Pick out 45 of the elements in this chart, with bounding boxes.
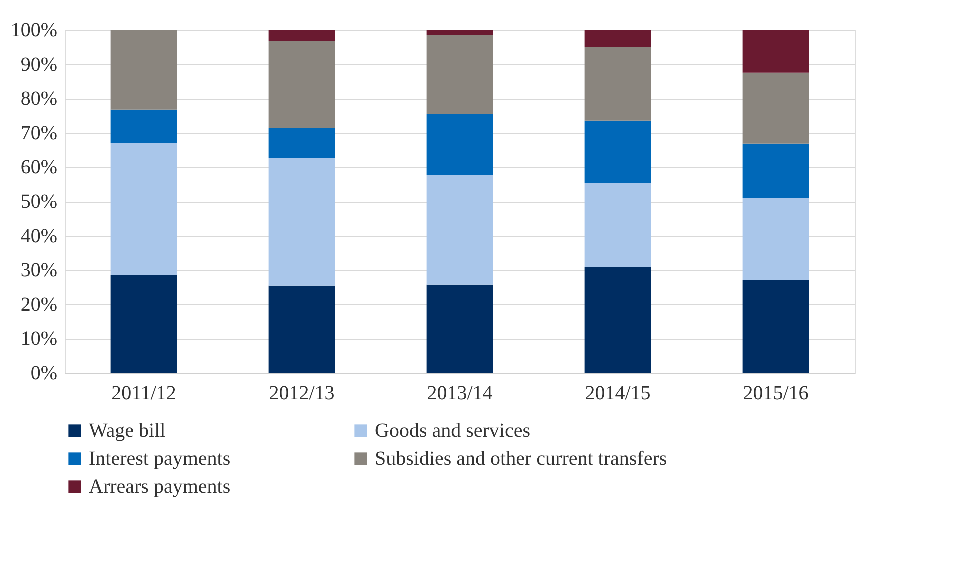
x-tick-label: 2014/15 [585, 382, 651, 404]
legend-label: Goods and services [375, 420, 531, 442]
y-tick-label: 10% [20, 328, 58, 350]
bar [268, 30, 336, 41]
y-tick-label: 70% [20, 122, 58, 144]
y-tick-label: 30% [20, 260, 58, 282]
bar [584, 47, 652, 121]
bar [742, 280, 810, 373]
bar [584, 120, 652, 183]
y-tick-label: 0% [30, 362, 58, 384]
bar [426, 114, 494, 176]
x-tick-label: 2012/13 [269, 382, 335, 404]
y-tick-label: 60% [20, 156, 58, 179]
y-tick-label: 90% [20, 54, 58, 76]
bar [110, 110, 178, 144]
bar [268, 286, 336, 373]
bar [268, 128, 336, 158]
bar [742, 30, 810, 73]
y-tick-label: 50% [20, 191, 58, 213]
bar [426, 284, 494, 373]
bar [584, 30, 652, 48]
y-tick-label: 40% [20, 225, 58, 248]
x-tick-label: 2011/12 [112, 382, 176, 404]
x-tick-label: 2015/16 [743, 382, 809, 404]
bar [110, 275, 178, 373]
bar [268, 40, 336, 128]
bar [742, 144, 810, 198]
y-tick-label: 20% [20, 294, 58, 316]
bar [742, 72, 810, 144]
bar [742, 198, 810, 280]
bar [584, 267, 652, 373]
y-tick-label: 80% [20, 88, 58, 110]
bar [426, 30, 494, 36]
x-tick-label: 2013/14 [427, 382, 493, 404]
bar [426, 175, 494, 285]
legend-label: Interest payments [89, 448, 231, 470]
bar [110, 30, 178, 110]
bar [110, 143, 178, 276]
legend-label: Subsidies and other current transfers [375, 448, 668, 470]
bar [584, 182, 652, 268]
legend-label: Wage bill [89, 420, 166, 442]
legend-label: Arrears payments [89, 476, 231, 498]
bar [426, 35, 494, 114]
bar [268, 158, 336, 286]
y-tick-label: 100% [10, 20, 58, 42]
